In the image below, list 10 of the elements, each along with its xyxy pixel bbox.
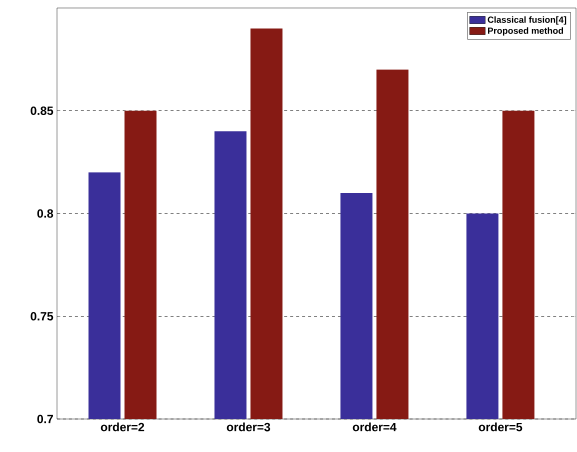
x-tick-label: order=2 (100, 422, 144, 432)
x-tick-label: order=4 (352, 422, 396, 432)
legend-label: Proposed method (488, 27, 564, 36)
y-tick-label: 0.7 (37, 414, 53, 424)
y-tick-label: 0.8 (37, 209, 54, 218)
y-tick-label: 0.85 (30, 106, 54, 115)
y-tick-label: 0.75 (30, 312, 54, 320)
x-tick-label: order=3 (226, 422, 270, 432)
x-tick-label: order=5 (478, 422, 522, 432)
legend-label: Classical fusion[4] (488, 16, 566, 25)
